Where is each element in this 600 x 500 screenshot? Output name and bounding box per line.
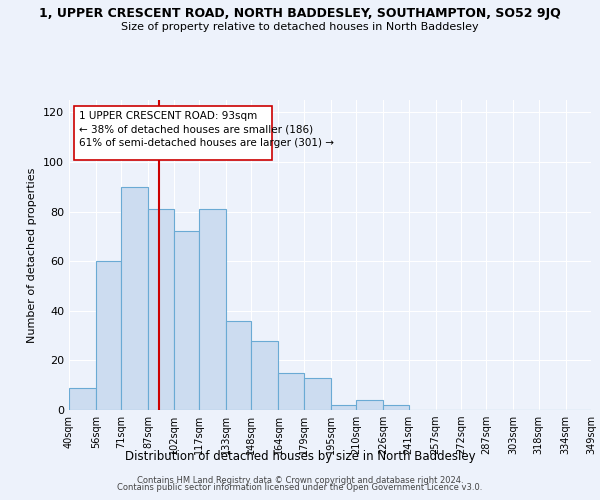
Bar xyxy=(304,378,331,410)
Text: 61% of semi-detached houses are larger (301) →: 61% of semi-detached houses are larger (… xyxy=(79,138,334,148)
Text: 1 UPPER CRESCENT ROAD: 93sqm: 1 UPPER CRESCENT ROAD: 93sqm xyxy=(79,111,257,121)
Bar xyxy=(96,261,121,410)
Bar xyxy=(356,400,383,410)
Bar xyxy=(383,405,409,410)
FancyBboxPatch shape xyxy=(74,106,272,160)
Y-axis label: Number of detached properties: Number of detached properties xyxy=(28,168,37,342)
Bar xyxy=(121,187,148,410)
Bar xyxy=(226,320,251,410)
Text: ← 38% of detached houses are smaller (186): ← 38% of detached houses are smaller (18… xyxy=(79,125,313,135)
Text: Distribution of detached houses by size in North Baddesley: Distribution of detached houses by size … xyxy=(125,450,475,463)
Text: Contains public sector information licensed under the Open Government Licence v3: Contains public sector information licen… xyxy=(118,484,482,492)
Bar xyxy=(251,340,278,410)
Bar xyxy=(199,209,226,410)
Bar xyxy=(278,373,304,410)
Bar xyxy=(174,232,199,410)
Bar xyxy=(148,209,174,410)
Bar xyxy=(69,388,96,410)
Text: 1, UPPER CRESCENT ROAD, NORTH BADDESLEY, SOUTHAMPTON, SO52 9JQ: 1, UPPER CRESCENT ROAD, NORTH BADDESLEY,… xyxy=(39,8,561,20)
Text: Contains HM Land Registry data © Crown copyright and database right 2024.: Contains HM Land Registry data © Crown c… xyxy=(137,476,463,485)
Bar xyxy=(331,405,356,410)
Text: Size of property relative to detached houses in North Baddesley: Size of property relative to detached ho… xyxy=(121,22,479,32)
